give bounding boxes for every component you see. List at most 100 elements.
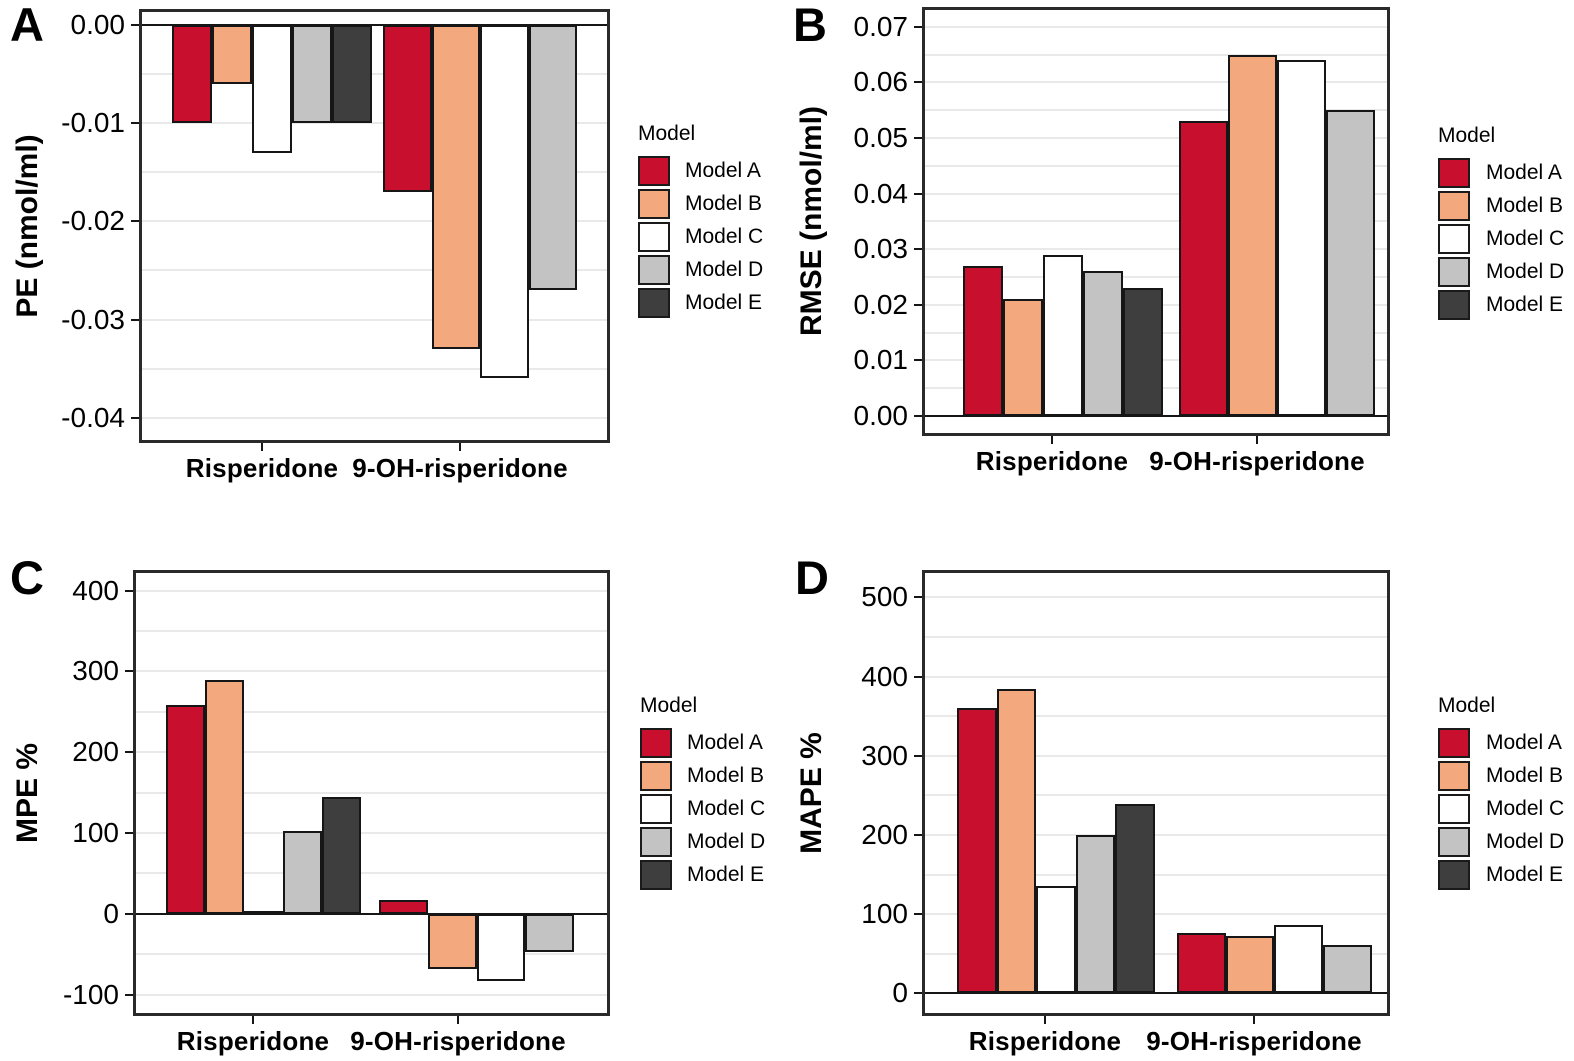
legend-item-label: Model B (687, 764, 765, 787)
bar-model-a-risperidone (957, 708, 997, 994)
y-tick-label: 0 (103, 897, 119, 929)
gridline (925, 873, 1387, 876)
bar-model-b-risperidone (212, 24, 252, 84)
y-tick (914, 992, 922, 995)
zero-baseline (925, 992, 1387, 995)
legend-item-label: Model E (1486, 293, 1564, 316)
plot-area-panel-c (133, 570, 610, 1016)
gridline (925, 81, 1387, 84)
bar-model-d-risperidone (1083, 271, 1123, 416)
legend-item-label: Model A (687, 731, 763, 754)
y-tick-label: 0.02 (853, 288, 909, 320)
gridline (925, 109, 1387, 112)
y-tick (914, 596, 922, 599)
y-axis-title: MPE % (11, 742, 44, 844)
gridline (925, 794, 1387, 797)
bar-model-b-risperidone (205, 679, 244, 914)
y-tick (914, 303, 922, 306)
zero-baseline (142, 23, 607, 26)
legend-item-label: Model C (1486, 227, 1565, 250)
legend-item-label: Model E (687, 863, 765, 886)
y-tick (125, 832, 133, 835)
bar-model-c-risperidone (244, 911, 283, 916)
legend-item-label: Model C (685, 225, 764, 248)
gridline (925, 834, 1387, 837)
gridline (925, 220, 1387, 223)
x-tick (1051, 436, 1053, 444)
legend-swatch-model-a (638, 156, 670, 186)
gridline (925, 675, 1387, 678)
bar-model-a-risperidone (172, 24, 212, 124)
bar-model-e-risperidone (322, 796, 361, 914)
y-tick-label: 400 (72, 574, 119, 606)
legend-swatch-model-e (638, 288, 670, 318)
gridline (142, 416, 607, 419)
y-tick-label: -0.04 (61, 401, 125, 433)
y-tick-label: 200 (861, 819, 908, 851)
y-tick (914, 675, 922, 678)
y-tick-label: 0.01 (853, 344, 909, 376)
bar-model-b-9-oh-risperidone (1228, 54, 1277, 416)
legend-title: Model (1438, 124, 1496, 147)
y-tick-label: 0.03 (853, 233, 909, 265)
gridline (136, 630, 607, 633)
legend-title: Model (1438, 694, 1496, 717)
gridline (925, 952, 1387, 955)
gridline (925, 754, 1387, 757)
y-tick (914, 414, 922, 417)
gridline (136, 872, 607, 875)
y-tick (125, 589, 133, 592)
y-tick (914, 359, 922, 362)
plot-area-panel-b (922, 7, 1390, 436)
gridline (142, 122, 607, 125)
gridline (925, 136, 1387, 139)
bar-model-d-risperidone (1075, 835, 1115, 994)
gridline (136, 589, 607, 592)
gridline (136, 953, 607, 956)
legend-item-label: Model E (1486, 863, 1564, 886)
legend-swatch-model-b (1438, 191, 1470, 221)
legend-item-label: Model B (1486, 194, 1564, 217)
gridline (136, 751, 607, 754)
gridline (136, 832, 607, 835)
bar-model-e-risperidone (1115, 804, 1155, 994)
bar-model-c-9-oh-risperidone (1277, 60, 1326, 416)
bar-model-d-9-oh-risperidone (528, 24, 577, 291)
x-tick (1253, 1016, 1255, 1024)
gridline (925, 913, 1387, 916)
y-tick-label: 0 (892, 977, 908, 1009)
legend-item-label: Model E (685, 291, 763, 314)
bar-model-a-risperidone (166, 705, 205, 914)
gridline (925, 248, 1387, 251)
bar-model-d-9-oh-risperidone (525, 913, 575, 952)
gridline (142, 269, 607, 272)
zero-baseline (136, 912, 607, 915)
x-axis-category-label: Risperidone (968, 1026, 1122, 1056)
x-tick (252, 1016, 254, 1024)
y-tick (131, 416, 139, 419)
bar-model-c-9-oh-risperidone (1274, 925, 1324, 994)
legend-item-label: Model D (1486, 830, 1565, 853)
gridline (925, 192, 1387, 195)
gridline (925, 275, 1387, 278)
y-axis-title: PE (nmol/ml) (11, 134, 44, 318)
x-tick (261, 443, 263, 451)
x-axis-category-label: 9-OH-risperidone (1146, 1026, 1362, 1056)
y-tick (131, 318, 139, 321)
legend-swatch-model-b (1438, 761, 1470, 791)
bar-model-d-9-oh-risperidone (1326, 110, 1375, 416)
legend-item-label: Model D (687, 830, 766, 853)
legend-swatch-model-c (640, 794, 672, 824)
y-tick (131, 23, 139, 26)
y-tick (914, 25, 922, 28)
bar-model-a-risperidone (963, 265, 1003, 416)
plot-area-panel-d (922, 570, 1390, 1016)
legend-swatch-model-b (640, 761, 672, 791)
y-tick-label: 0.06 (853, 66, 909, 98)
x-tick (1256, 436, 1258, 444)
y-tick (125, 670, 133, 673)
gridline (925, 53, 1387, 56)
y-tick (125, 912, 133, 915)
legend-swatch-model-d (638, 255, 670, 285)
bar-model-a-9-oh-risperidone (379, 900, 428, 914)
